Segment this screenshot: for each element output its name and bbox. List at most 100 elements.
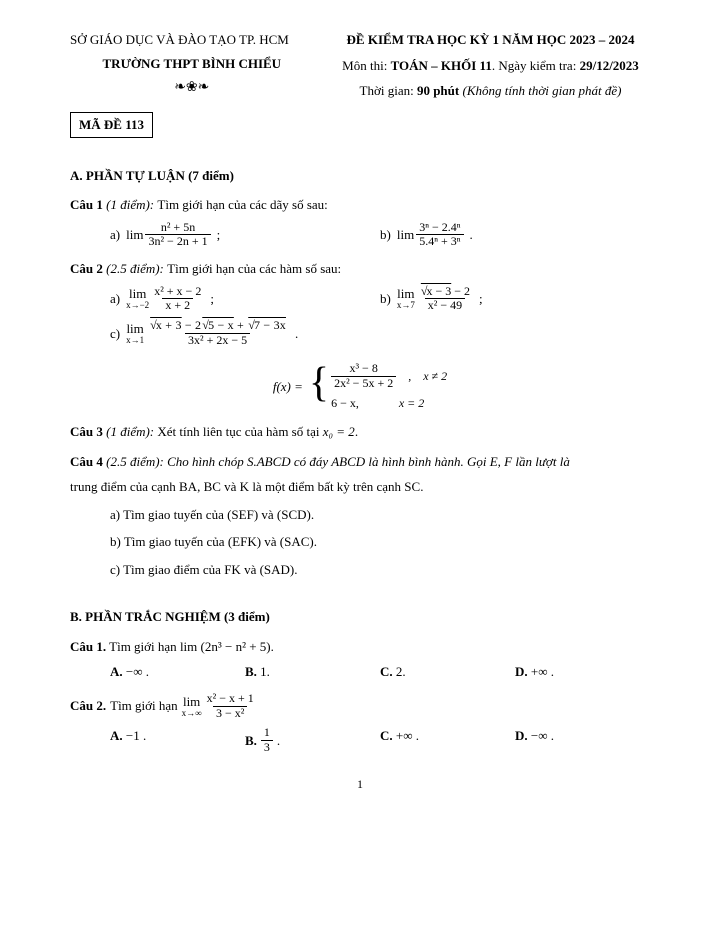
lim-text: lim <box>126 228 143 241</box>
q3-label: Câu 3 <box>70 424 103 439</box>
q3-pts: (1 điểm): <box>103 424 158 439</box>
opt-key: A. <box>110 728 123 743</box>
q2b-frac: x − 3 − 2 x² − 49 <box>417 285 473 314</box>
q3-line: Câu 3 (1 điểm): Xét tính liên tục của hà… <box>70 422 650 442</box>
bq2-frac: x² − x + 1 3 − x² <box>204 692 257 721</box>
q4c: c) Tìm giao điểm của FK và (SAD). <box>110 560 650 580</box>
opt-val: +∞ . <box>528 664 554 679</box>
q1a-lim: lim <box>126 228 143 241</box>
q2a-tail: ; <box>210 289 214 309</box>
bq2-opt-d: D. −∞ . <box>515 726 650 755</box>
q2c-m1: − 2 <box>182 318 202 332</box>
q2a-lim: limx→−2 <box>126 287 149 310</box>
q3-tail2: . <box>355 424 358 439</box>
q2a-den: x + 2 <box>162 298 193 313</box>
lim-text: lim <box>183 695 200 708</box>
q2c-m2: + <box>234 318 247 332</box>
opt-key: D. <box>515 664 528 679</box>
bq1-opt-a: A. −∞ . <box>110 662 245 682</box>
bq1-opt-d: D. +∞ . <box>515 662 650 682</box>
q1-label: Câu 1 <box>70 197 103 212</box>
subject-tail: . Ngày kiểm tra: <box>492 58 580 73</box>
bq2-line: Câu 2. Tìm giới hạn limx→∞ x² − x + 1 3 … <box>70 692 650 721</box>
subject-name: TOÁN – KHỐI 11 <box>391 58 492 73</box>
exam-date: 29/12/2023 <box>580 58 639 73</box>
q2c-sub: x→1 <box>126 336 144 345</box>
bq2-sub: x→∞ <box>182 709 202 718</box>
brace-icon: { <box>309 362 329 413</box>
q2c-r1: x + 3 <box>149 318 182 332</box>
time-line: Thời gian: 90 phút (Không tính thời gian… <box>331 81 650 101</box>
q2a-sub: x→−2 <box>126 301 149 310</box>
section-a-title: A. PHẦN TỰ LUẬN (7 điểm) <box>70 166 650 186</box>
q2c-lim: limx→1 <box>126 322 144 345</box>
q2-text: Tìm giới hạn của các hàm số sau: <box>167 261 341 276</box>
q4-line: Câu 4 (2.5 điểm): Cho hình chóp S.ABCD c… <box>70 452 650 472</box>
q1a-num: n² + 5n <box>158 221 198 235</box>
page-number: 1 <box>70 775 650 793</box>
q2b-lim: limx→7 <box>397 287 415 310</box>
q1b-tail: . <box>470 225 473 245</box>
piece-row-1: x³ − 8 2x² − 5x + 2 , x ≠ 2 <box>331 362 447 391</box>
opt-val: . <box>277 731 280 751</box>
header-left: SỞ GIÁO DỤC VÀ ĐÀO TẠO TP. HCM TRƯỜNG TH… <box>70 30 314 138</box>
q2a-label: a) <box>110 289 120 309</box>
p1-cond: x ≠ 2 <box>423 367 447 385</box>
bq1-label: Câu 1. <box>70 639 106 654</box>
q2b-num: x − 3 − 2 <box>417 285 473 299</box>
bq2-opt-c: C. +∞ . <box>380 726 515 755</box>
q2b-post: − 2 <box>451 284 470 298</box>
piece-rows: x³ − 8 2x² − 5x + 2 , x ≠ 2 6 − x, x = 2 <box>331 362 447 413</box>
q2-line: Câu 2 (2.5 điểm): Tìm giới hạn của các h… <box>70 259 650 279</box>
q1b-den: 5.4ⁿ + 3ⁿ <box>416 234 463 249</box>
bq1-options: A. −∞ . B. 1. C. 2. D. +∞ . <box>110 662 650 682</box>
p2-expr: 6 − x, <box>331 394 359 412</box>
q2-label: Câu 2 <box>70 261 103 276</box>
bq2-lim: limx→∞ <box>182 695 202 718</box>
bq2-opt-b: B. 1 3 . <box>245 726 380 755</box>
q2c-r2: 5 − x <box>201 318 234 332</box>
section-b-title: B. PHẦN TRẮC NGHIỆM (3 điểm) <box>70 607 650 627</box>
opt-key: B. <box>245 731 257 751</box>
q1-line: Câu 1 (1 điểm): Tìm giới hạn của các dãy… <box>70 195 650 215</box>
q3-text: Xét tính liên tục của hàm số <box>157 424 303 439</box>
exam-title: ĐỀ KIỂM TRA HỌC KỲ 1 NĂM HỌC 2023 – 2024 <box>331 30 650 50</box>
opt-val: −∞ . <box>528 728 554 743</box>
q1b-frac: 3ⁿ − 2.4ⁿ 5.4ⁿ + 3ⁿ <box>416 221 463 250</box>
q2-pts: (2.5 điểm): <box>103 261 167 276</box>
q2b-sub: x→7 <box>397 301 415 310</box>
q1a-den: 3n² − 2n + 1 <box>145 234 210 249</box>
q1a-tail: ; <box>217 225 221 245</box>
opt-key: C. <box>380 664 393 679</box>
p1-tail: , <box>408 367 411 385</box>
q3-tail1: tại <box>303 424 323 439</box>
header: SỞ GIÁO DỤC VÀ ĐÀO TẠO TP. HCM TRƯỜNG TH… <box>70 30 650 138</box>
q1b-label: b) <box>380 225 391 245</box>
opt-val: +∞ . <box>393 728 419 743</box>
q3-piecewise: f(x) = { x³ − 8 2x² − 5x + 2 , x ≠ 2 6 −… <box>70 362 650 413</box>
q4-line2: trung điểm của cạnh BA, BC và K là một đ… <box>70 477 650 497</box>
q1b-lim: lim <box>397 228 414 241</box>
bq1-expr: lim (2n³ − n² + 5). <box>180 639 274 654</box>
q2-parts-row2: c) limx→1 x + 3 − 25 − x + 7 − 3x 3x² + … <box>110 319 650 348</box>
q2c-label: c) <box>110 324 120 344</box>
q2b-label: b) <box>380 289 391 309</box>
lim-text: lim <box>397 228 414 241</box>
ornament-icon: ❧❀❧ <box>70 77 314 98</box>
q1-pts: (1 điểm): <box>103 197 158 212</box>
q1-text: Tìm giới hạn của các dãy số sau: <box>157 197 327 212</box>
q4-line1: Cho hình chóp S.ABCD có đáy ABCD là hình… <box>167 454 570 469</box>
bq2-options: A. −1 . B. 1 3 . C. +∞ . D. −∞ . <box>110 726 650 755</box>
lim-text: lim <box>129 287 146 300</box>
fx-label: f(x) = <box>273 377 303 397</box>
q2-parts-row1: a) limx→−2 x² + x − 2 x + 2 ; b) limx→7 … <box>110 285 650 314</box>
time-value: 90 phút <box>417 83 459 98</box>
q1a: a) lim n² + 5n 3n² − 2n + 1 ; <box>110 221 380 250</box>
opt-val: −1 . <box>123 728 147 743</box>
q2a-frac: x² + x − 2 x + 2 <box>151 285 204 314</box>
lim-text: lim <box>397 287 414 300</box>
q3-x0: x₀ = 2 <box>323 424 355 439</box>
bq2-den: 3 − x² <box>213 706 247 721</box>
piece-row-2: 6 − x, x = 2 <box>331 394 447 412</box>
q2a-num: x² + x − 2 <box>151 285 204 299</box>
